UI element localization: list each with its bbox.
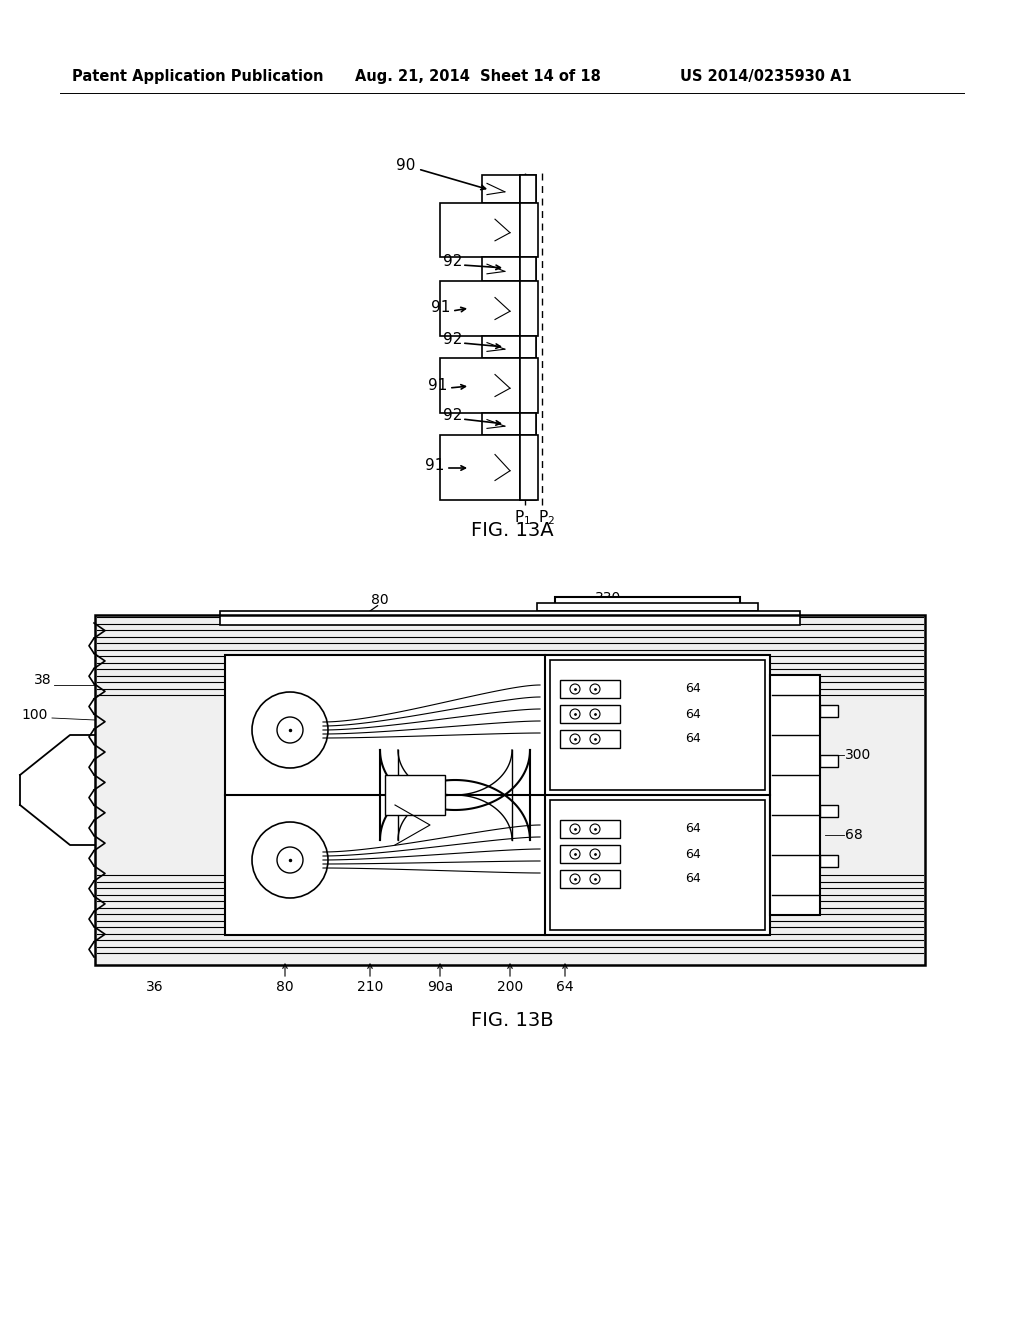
Circle shape <box>570 709 580 719</box>
Bar <box>440 358 520 413</box>
Text: 80: 80 <box>276 979 294 994</box>
Bar <box>520 203 538 257</box>
Bar <box>440 281 520 337</box>
Text: 64: 64 <box>685 847 700 861</box>
Circle shape <box>570 849 580 859</box>
Bar <box>520 436 538 500</box>
Bar <box>520 281 538 337</box>
Circle shape <box>278 847 303 873</box>
Text: FIG. 13B: FIG. 13B <box>471 1011 553 1030</box>
Circle shape <box>570 874 580 884</box>
Circle shape <box>570 824 580 834</box>
Bar <box>482 176 520 203</box>
Bar <box>385 775 445 814</box>
Text: 92: 92 <box>442 408 462 424</box>
Bar <box>520 413 536 436</box>
Text: 92: 92 <box>442 333 462 347</box>
Text: 210: 210 <box>356 979 383 994</box>
Text: 80: 80 <box>371 593 389 607</box>
Text: 330: 330 <box>595 591 622 605</box>
Text: 64: 64 <box>685 733 700 746</box>
Bar <box>520 257 536 281</box>
Bar <box>220 611 800 624</box>
Bar <box>440 203 520 257</box>
Circle shape <box>590 684 600 694</box>
Bar <box>550 800 765 931</box>
Circle shape <box>590 849 600 859</box>
Bar <box>537 603 758 611</box>
Bar <box>95 615 925 965</box>
Bar <box>560 730 620 748</box>
Bar <box>560 680 620 698</box>
Text: 64: 64 <box>685 682 700 696</box>
Bar <box>520 176 536 500</box>
Bar <box>520 176 536 203</box>
Bar <box>820 855 838 867</box>
Text: 300: 300 <box>845 748 871 762</box>
Bar <box>820 705 838 717</box>
Text: 100: 100 <box>22 708 48 722</box>
Circle shape <box>590 824 600 834</box>
Text: 91: 91 <box>428 378 447 392</box>
Bar <box>520 337 536 358</box>
Circle shape <box>590 874 600 884</box>
Text: 64: 64 <box>685 822 700 836</box>
Bar <box>482 337 520 358</box>
Bar <box>225 655 770 935</box>
Text: 64: 64 <box>556 979 573 994</box>
Bar <box>440 436 520 500</box>
Text: Patent Application Publication: Patent Application Publication <box>72 70 324 84</box>
Bar <box>560 705 620 723</box>
Circle shape <box>590 709 600 719</box>
Text: US 2014/0235930 A1: US 2014/0235930 A1 <box>680 70 852 84</box>
Bar <box>520 358 538 413</box>
Text: 200: 200 <box>497 979 523 994</box>
Text: 64: 64 <box>685 708 700 721</box>
Text: 92: 92 <box>442 255 462 269</box>
Text: 68: 68 <box>845 828 863 842</box>
Text: $\mathregular{P_1}$: $\mathregular{P_1}$ <box>514 508 531 528</box>
Circle shape <box>278 717 303 743</box>
Text: FIG. 13A: FIG. 13A <box>471 520 553 540</box>
Bar <box>550 660 765 789</box>
Text: 90: 90 <box>395 157 415 173</box>
Circle shape <box>590 734 600 744</box>
Text: 64: 64 <box>685 873 700 886</box>
Bar <box>560 870 620 888</box>
Bar <box>560 845 620 863</box>
Text: 91: 91 <box>431 301 450 315</box>
Text: 36: 36 <box>146 979 164 994</box>
Text: 90a: 90a <box>427 979 454 994</box>
Bar <box>820 805 838 817</box>
Text: 38: 38 <box>35 673 52 686</box>
Bar <box>555 597 740 616</box>
Text: $\mathregular{P_2}$: $\mathregular{P_2}$ <box>539 508 555 528</box>
Bar <box>95 615 925 965</box>
Text: 91: 91 <box>425 458 444 473</box>
Circle shape <box>252 692 328 768</box>
Bar <box>482 257 520 281</box>
Bar <box>560 820 620 838</box>
Bar <box>770 675 820 915</box>
Circle shape <box>252 822 328 898</box>
Bar <box>820 755 838 767</box>
Circle shape <box>570 684 580 694</box>
Bar <box>482 413 520 436</box>
Circle shape <box>570 734 580 744</box>
Text: Aug. 21, 2014  Sheet 14 of 18: Aug. 21, 2014 Sheet 14 of 18 <box>355 70 601 84</box>
